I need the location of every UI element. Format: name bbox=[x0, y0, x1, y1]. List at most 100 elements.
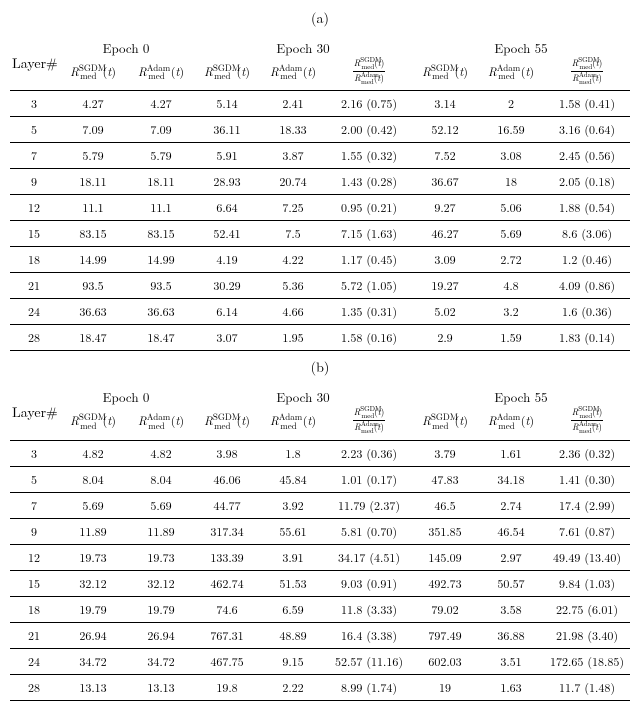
hdr-R-adam: RAdammed (t) bbox=[260, 406, 326, 440]
cell-e55_ratio: 49.49 (13.40) bbox=[544, 544, 630, 570]
hdr-R-sgdm: RSGDMmed (t) bbox=[194, 57, 260, 91]
table-b-body: 34.824.823.981.82.23 (0.36)3.791.612.36 … bbox=[10, 440, 630, 700]
cell-e30_adam: 4.22 bbox=[260, 247, 326, 273]
cell-e30_ratio: 1.17 (0.45) bbox=[326, 247, 412, 273]
cell-e30_adam: 9.15 bbox=[260, 648, 326, 674]
cell-e30_sgdm: 467.75 bbox=[194, 648, 260, 674]
cell-e55_adam: 2.74 bbox=[478, 492, 544, 518]
table-b: Layer# Epoch 0 Epoch 30 Epoch 55 RSGDMme… bbox=[10, 381, 630, 700]
cell-e0_sgdm: 5.79 bbox=[58, 143, 128, 169]
cell-e30_ratio: 8.99 (1.74) bbox=[326, 674, 412, 700]
cell-e55_sgdm: 797.49 bbox=[412, 622, 478, 648]
cell-layer: 3 bbox=[10, 91, 58, 117]
cell-e0_sgdm: 93.5 bbox=[58, 273, 128, 299]
cell-e30_ratio: 9.03 (0.91) bbox=[326, 570, 412, 596]
table-row: 34.274.275.142.412.16 (0.75)3.1421.58 (0… bbox=[10, 91, 630, 117]
cell-e0_sgdm: 13.13 bbox=[58, 674, 128, 700]
cell-e0_adam: 4.27 bbox=[128, 91, 194, 117]
cell-e55_sgdm: 52.12 bbox=[412, 117, 478, 143]
cell-e55_adam: 1.63 bbox=[478, 674, 544, 700]
table-row: 34.824.823.981.82.23 (0.36)3.791.612.36 … bbox=[10, 440, 630, 466]
table-row: 75.795.795.913.871.55 (0.32)7.523.082.45… bbox=[10, 143, 630, 169]
cell-e55_adam: 18 bbox=[478, 169, 544, 195]
cell-layer: 9 bbox=[10, 169, 58, 195]
cell-e55_adam: 5.06 bbox=[478, 195, 544, 221]
cell-e0_adam: 18.47 bbox=[128, 325, 194, 351]
cell-e55_sgdm: 7.52 bbox=[412, 143, 478, 169]
cell-e30_adam: 51.53 bbox=[260, 570, 326, 596]
cell-e0_adam: 32.12 bbox=[128, 570, 194, 596]
cell-e55_ratio: 2.36 (0.32) bbox=[544, 440, 630, 466]
cell-e0_sgdm: 14.99 bbox=[58, 247, 128, 273]
cell-e55_sgdm: 46.27 bbox=[412, 221, 478, 247]
hdr-R-adam: RAdammed (t) bbox=[128, 406, 194, 440]
cell-e0_adam: 18.11 bbox=[128, 169, 194, 195]
cell-e30_ratio: 7.15 (1.63) bbox=[326, 221, 412, 247]
cell-e30_adam: 5.36 bbox=[260, 273, 326, 299]
table-row: 1819.7919.7974.66.5911.8 (3.33)79.023.58… bbox=[10, 596, 630, 622]
cell-e0_adam: 5.69 bbox=[128, 492, 194, 518]
cell-e0_sgdm: 8.04 bbox=[58, 466, 128, 492]
cell-e55_adam: 3.2 bbox=[478, 299, 544, 325]
hdr-R-ratio: RSGDMmed(t)RAdammed(t) bbox=[326, 406, 412, 440]
cell-e30_ratio: 11.8 (3.33) bbox=[326, 596, 412, 622]
cell-e55_sgdm: 351.85 bbox=[412, 518, 478, 544]
cell-e0_adam: 4.82 bbox=[128, 440, 194, 466]
cell-e30_adam: 3.87 bbox=[260, 143, 326, 169]
cell-e30_adam: 7.5 bbox=[260, 221, 326, 247]
cell-e0_sgdm: 18.11 bbox=[58, 169, 128, 195]
cell-e55_sgdm: 9.27 bbox=[412, 195, 478, 221]
hdr-R-ratio: RSGDMmed(t)RAdammed(t) bbox=[326, 57, 412, 91]
cell-e55_adam: 16.59 bbox=[478, 117, 544, 143]
cell-e30_adam: 1.95 bbox=[260, 325, 326, 351]
table-row: 2436.6336.636.144.661.35 (0.31)5.023.21.… bbox=[10, 299, 630, 325]
cell-e30_adam: 3.91 bbox=[260, 544, 326, 570]
cell-e55_ratio: 1.88 (0.54) bbox=[544, 195, 630, 221]
cell-e30_adam: 6.59 bbox=[260, 596, 326, 622]
cell-e55_adam: 3.58 bbox=[478, 596, 544, 622]
cell-e0_adam: 5.79 bbox=[128, 143, 194, 169]
cell-e55_ratio: 21.98 (3.40) bbox=[544, 622, 630, 648]
cell-e55_sgdm: 46.5 bbox=[412, 492, 478, 518]
cell-e0_sgdm: 83.15 bbox=[58, 221, 128, 247]
cell-e0_adam: 26.94 bbox=[128, 622, 194, 648]
cell-e55_ratio: 2.05 (0.18) bbox=[544, 169, 630, 195]
cell-e55_sgdm: 36.67 bbox=[412, 169, 478, 195]
cell-e30_sgdm: 5.91 bbox=[194, 143, 260, 169]
cell-e55_adam: 46.54 bbox=[478, 518, 544, 544]
cell-e55_adam: 2.72 bbox=[478, 247, 544, 273]
cell-e30_sgdm: 28.93 bbox=[194, 169, 260, 195]
cell-e0_sgdm: 19.73 bbox=[58, 544, 128, 570]
cell-e55_ratio: 1.41 (0.30) bbox=[544, 466, 630, 492]
cell-e30_sgdm: 52.41 bbox=[194, 221, 260, 247]
table-row: 2126.9426.94767.3148.8916.4 (3.38)797.49… bbox=[10, 622, 630, 648]
cell-e30_adam: 7.25 bbox=[260, 195, 326, 221]
cell-e55_adam: 34.18 bbox=[478, 466, 544, 492]
hdr-R-adam: RAdammed (t) bbox=[478, 406, 544, 440]
cell-e55_ratio: 4.09 (0.86) bbox=[544, 273, 630, 299]
cell-e55_ratio: 22.75 (6.01) bbox=[544, 596, 630, 622]
cell-e30_sgdm: 4.19 bbox=[194, 247, 260, 273]
cell-e55_sgdm: 19.27 bbox=[412, 273, 478, 299]
cell-e55_sgdm: 79.02 bbox=[412, 596, 478, 622]
cell-e30_sgdm: 30.29 bbox=[194, 273, 260, 299]
table-row: 2813.1313.1319.82.228.99 (1.74)191.6311.… bbox=[10, 674, 630, 700]
table-row: 57.097.0936.1118.332.00 (0.42)52.1216.59… bbox=[10, 117, 630, 143]
cell-e30_ratio: 16.4 (3.38) bbox=[326, 622, 412, 648]
cell-layer: 15 bbox=[10, 570, 58, 596]
cell-e55_sgdm: 3.09 bbox=[412, 247, 478, 273]
cell-e55_ratio: 2.45 (0.56) bbox=[544, 143, 630, 169]
cell-layer: 5 bbox=[10, 466, 58, 492]
cell-e30_ratio: 2.00 (0.42) bbox=[326, 117, 412, 143]
cell-e30_ratio: 11.79 (2.37) bbox=[326, 492, 412, 518]
cell-e55_ratio: 172.65 (18.85) bbox=[544, 648, 630, 674]
cell-e0_adam: 34.72 bbox=[128, 648, 194, 674]
col-epoch55: Epoch 55 bbox=[412, 32, 630, 57]
cell-e55_adam: 5.69 bbox=[478, 221, 544, 247]
cell-layer: 28 bbox=[10, 325, 58, 351]
table-a: Layer# Epoch 0 Epoch 30 Epoch 55 RSGDMme… bbox=[10, 32, 630, 351]
cell-e0_sgdm: 5.69 bbox=[58, 492, 128, 518]
table-row: 1219.7319.73133.393.9134.17 (4.51)145.09… bbox=[10, 544, 630, 570]
cell-e55_adam: 4.8 bbox=[478, 273, 544, 299]
cell-e55_ratio: 17.4 (2.99) bbox=[544, 492, 630, 518]
